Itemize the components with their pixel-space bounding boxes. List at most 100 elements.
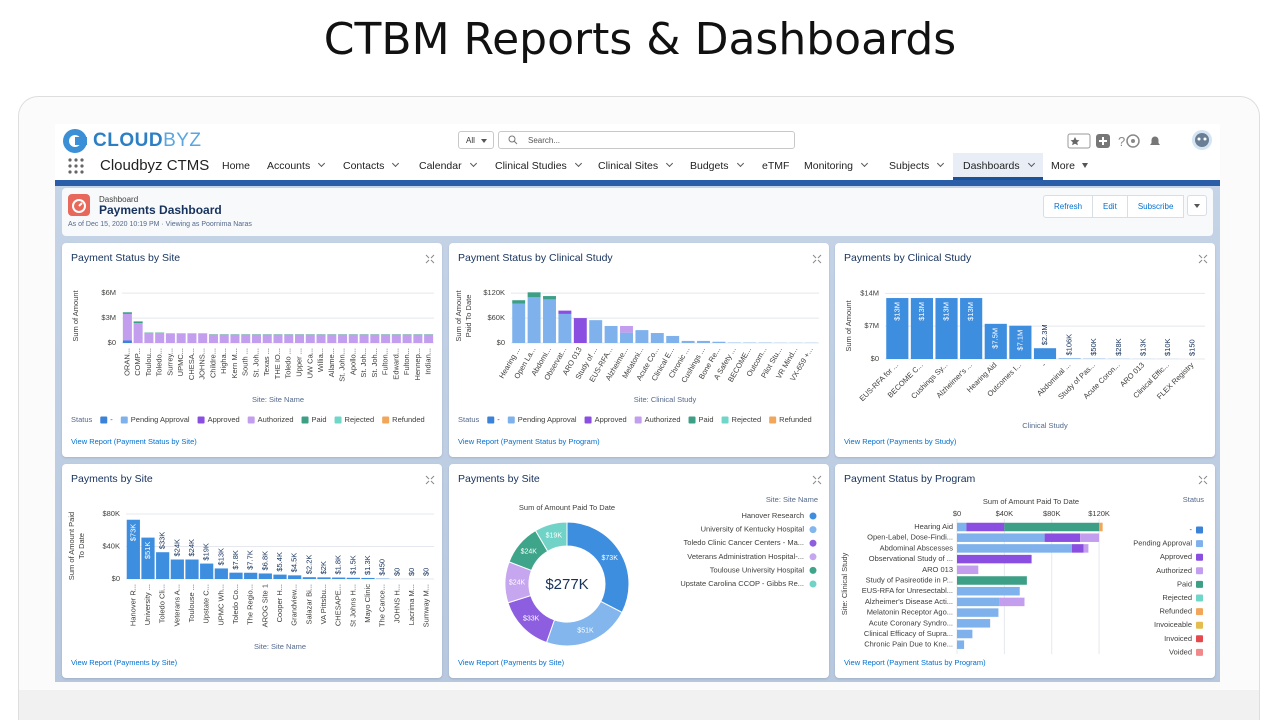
refresh-button[interactable]: Refresh — [1043, 195, 1094, 218]
data-label: $24K — [172, 539, 181, 557]
view-report-link[interactable]: View Report (Payment Status by Program) — [844, 658, 986, 667]
app-launcher[interactable] — [67, 157, 85, 175]
view-report-link[interactable]: View Report (Payment Status by Site) — [71, 437, 197, 446]
expand-icon[interactable] — [425, 475, 435, 485]
view-report-link[interactable]: View Report (Payments by Site) — [71, 658, 178, 667]
bar — [214, 568, 228, 579]
data-label: $106K — [1065, 334, 1074, 356]
legend-title: Status — [1183, 495, 1205, 504]
data-label: $450 — [378, 559, 387, 576]
data-label: $2.2K — [304, 555, 313, 575]
bar-segment — [208, 334, 218, 343]
bar — [170, 559, 184, 579]
bar — [346, 577, 360, 579]
y-tick-label: $14M — [860, 288, 879, 297]
nav-tab[interactable]: Clinical Studies — [495, 160, 581, 172]
donut-slice — [534, 521, 568, 552]
nav-tab[interactable]: Subjects — [889, 160, 943, 172]
logo[interactable]: CLOUDBYZ — [93, 130, 202, 152]
x-tick-label: University ... — [143, 584, 152, 625]
x-tick-label: Sumway M... — [422, 584, 431, 627]
nav-tab[interactable]: Home — [222, 160, 251, 172]
bar-segment — [957, 533, 1045, 542]
expand-icon[interactable] — [1198, 254, 1208, 264]
nav-tab[interactable]: Budgets — [690, 160, 743, 172]
x-tick-label: Mayo Clinic — [363, 584, 372, 623]
widget-card: Payment Status by Clinical Study $0 $60K $1… — [449, 243, 829, 457]
legend-swatch — [809, 566, 817, 574]
x-tick-label: Upstate C... — [202, 584, 211, 624]
nav-tab[interactable]: Accounts — [267, 160, 324, 172]
header-icons[interactable] — [1066, 130, 1216, 152]
bar-segment — [512, 300, 526, 304]
tab-label: More — [1051, 160, 1075, 172]
subscribe-button[interactable]: Subscribe — [1126, 195, 1185, 218]
bar-segment — [697, 340, 710, 343]
expand-icon[interactable] — [425, 254, 435, 264]
data-label: $0 — [392, 568, 401, 576]
tab-label: Accounts — [267, 160, 311, 172]
bar — [317, 577, 331, 579]
bar-segment — [957, 608, 999, 617]
help-icon[interactable]: ? — [1114, 133, 1134, 151]
bar-segment — [155, 333, 165, 343]
more-actions[interactable] — [1187, 195, 1207, 216]
view-report-link[interactable]: View Report (Payments by Site) — [458, 658, 565, 667]
legend-label: - — [497, 415, 500, 424]
expand-icon[interactable] — [812, 475, 822, 485]
view-report-link[interactable]: View Report (Payment Status by Program) — [458, 437, 600, 446]
nav-tab[interactable]: Calendar — [419, 160, 476, 172]
nav-tab[interactable]: Monitoring — [804, 160, 867, 172]
x-tick-label: Kern M... — [230, 348, 239, 378]
legend-swatch — [721, 416, 729, 424]
nav-tab[interactable]: More — [1051, 160, 1088, 172]
legend-label: Toulouse University Hospital — [710, 565, 805, 574]
expand-icon[interactable] — [812, 254, 822, 264]
dashboard-meta: As of Dec 15, 2020 10:19 PM · Viewing as… — [68, 221, 252, 228]
legend-label: University of Kentucky Hospital — [701, 525, 805, 534]
legend-label: Approved — [208, 415, 240, 424]
x-tick-label: UW Ca... — [305, 348, 314, 378]
data-label: $50K — [1089, 338, 1098, 356]
y-tick-label: $60K — [487, 313, 505, 322]
x-tick-label: CHESA... — [187, 348, 196, 380]
x-tick-label: CHESAPE... — [334, 584, 343, 626]
nav-tab[interactable]: Clinical Sites — [598, 160, 672, 172]
search-scope[interactable]: All — [458, 131, 494, 149]
x-tick-label: - — [1040, 360, 1048, 368]
bar — [302, 577, 316, 579]
legend-title: Site: Site Name — [766, 495, 818, 504]
legend-title: Status — [458, 415, 480, 424]
bar-segment — [573, 318, 587, 343]
data-label: $33K — [158, 532, 167, 550]
tab-label: Monitoring — [804, 160, 854, 172]
bar-segment — [999, 597, 1025, 607]
nav-tab[interactable]: Dashboards — [963, 160, 1034, 172]
page-title: CTBM Reports & Dashboards — [323, 14, 957, 65]
bar-segment — [348, 334, 358, 343]
edit-button[interactable]: Edit — [1092, 195, 1128, 218]
x-tick-label: Surrey... — [165, 348, 174, 376]
expand-icon[interactable] — [1198, 475, 1208, 485]
legend-label: Refunded — [779, 415, 812, 424]
bar-segment — [241, 334, 251, 343]
bar-segment — [957, 629, 973, 639]
nav-tab[interactable]: Contacts — [343, 160, 398, 172]
bar-segment — [527, 297, 541, 343]
view-report-link[interactable]: View Report (Payments by Study) — [844, 437, 957, 446]
data-label: $19K — [202, 543, 211, 561]
bar — [141, 537, 155, 579]
bar-segment — [1083, 544, 1089, 553]
donut-slice — [545, 600, 623, 647]
widget-title: Payments by Site — [71, 473, 153, 485]
x-axis-label: Sum of Amount Paid To Date — [983, 497, 1079, 506]
x-tick-label: Cooper H... — [275, 584, 284, 622]
data-label: $73K — [602, 555, 619, 562]
nav-tab[interactable]: eTMF — [762, 160, 790, 172]
y-tick-label: $0 — [871, 354, 879, 363]
search-box[interactable]: Search... — [498, 131, 795, 149]
widget-title: Payment Status by Site — [71, 252, 181, 264]
chart-subtitle: Sum of Amount Paid To Date — [519, 503, 615, 512]
dashboard-title: Payments Dashboard — [99, 203, 222, 217]
